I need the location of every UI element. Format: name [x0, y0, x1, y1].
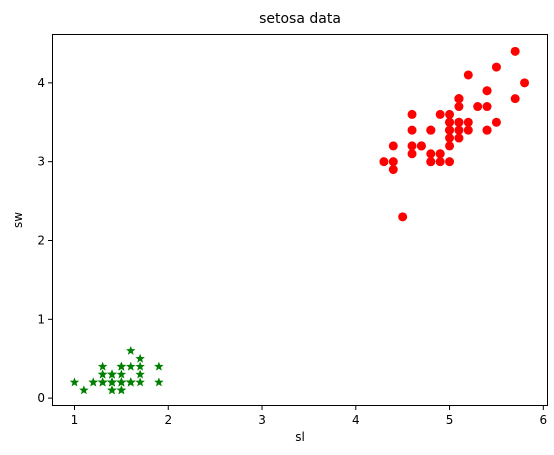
- data-point-star: [97, 377, 108, 387]
- data-point-star: [154, 361, 164, 371]
- data-point-star: [116, 361, 127, 371]
- data-point-circle: [510, 46, 520, 56]
- data-point-circle: [510, 94, 520, 104]
- data-point-star: [79, 385, 89, 395]
- data-point-circle: [445, 157, 455, 167]
- data-point-circle: [388, 157, 398, 167]
- data-point-circle: [388, 141, 398, 151]
- data-point-circle: [463, 70, 473, 80]
- data-point-star: [69, 377, 80, 387]
- y-tick-label: 3: [37, 155, 45, 169]
- data-point-circle: [454, 133, 464, 143]
- data-point-circle: [454, 102, 464, 112]
- data-point-star: [135, 361, 145, 371]
- data-point-circle: [520, 78, 530, 88]
- data-point-circle: [473, 102, 483, 112]
- data-point-circle: [435, 149, 445, 159]
- data-point-star: [116, 369, 127, 379]
- series-0: [379, 46, 530, 222]
- data-point-star: [126, 345, 136, 355]
- x-tick-label: 3: [258, 413, 266, 427]
- data-point-circle: [407, 141, 417, 151]
- plot-frame: [52, 34, 548, 406]
- data-point-star: [107, 385, 117, 395]
- data-point-circle: [482, 102, 492, 112]
- y-tick-label: 2: [37, 233, 45, 247]
- data-point-circle: [463, 117, 473, 127]
- data-point-circle: [445, 141, 455, 151]
- data-point-circle: [463, 125, 473, 135]
- data-point-star: [88, 377, 99, 387]
- data-point-circle: [454, 125, 464, 135]
- data-point-star: [135, 369, 145, 379]
- data-point-circle: [445, 125, 455, 135]
- data-point-star: [97, 361, 108, 371]
- chart-title: setosa data: [259, 11, 341, 27]
- data-point-circle: [426, 125, 436, 135]
- data-point-circle: [407, 125, 417, 135]
- data-point-star: [116, 377, 127, 387]
- data-point-circle: [379, 157, 389, 167]
- data-point-circle: [407, 149, 417, 159]
- data-point-star: [126, 361, 136, 371]
- data-point-circle: [491, 117, 501, 127]
- data-point-circle: [445, 133, 455, 143]
- data-point-circle: [445, 117, 455, 127]
- x-tick-label: 1: [71, 413, 79, 427]
- y-tick-label: 0: [37, 391, 45, 405]
- data-point-circle: [416, 141, 426, 151]
- series-1: [69, 345, 164, 395]
- x-axis-label: sl: [295, 430, 305, 444]
- data-point-star: [135, 377, 145, 387]
- data-point-circle: [454, 117, 464, 127]
- data-point-circle: [388, 165, 398, 175]
- y-tick-label: 1: [37, 312, 45, 326]
- x-tick-label: 2: [164, 413, 172, 427]
- data-point-circle: [491, 62, 501, 72]
- data-point-circle: [435, 109, 445, 119]
- data-point-circle: [435, 157, 445, 167]
- data-point-star: [116, 385, 127, 395]
- data-point-circle: [426, 157, 436, 167]
- data-point-star: [126, 377, 136, 387]
- x-tick-label: 5: [446, 413, 454, 427]
- data-point-circle: [445, 109, 455, 119]
- y-tick-label: 4: [37, 76, 45, 90]
- data-point-star: [154, 377, 164, 387]
- data-point-star: [107, 369, 117, 379]
- axis-ticks: 1 2 3 4 5 6 0 1 2 3 4: [37, 76, 547, 427]
- x-tick-label: 6: [539, 413, 547, 427]
- data-point-star: [107, 377, 117, 387]
- data-points: [69, 46, 530, 395]
- y-axis-label: sw: [11, 212, 25, 228]
- data-point-circle: [398, 212, 408, 222]
- plot-area: [52, 34, 548, 406]
- data-point-circle: [407, 109, 417, 119]
- x-tick-label: 4: [352, 413, 360, 427]
- data-point-circle: [454, 94, 464, 104]
- data-point-circle: [482, 86, 492, 96]
- data-point-circle: [426, 149, 436, 159]
- data-point-star: [135, 353, 145, 363]
- data-point-star: [97, 369, 108, 379]
- data-point-circle: [482, 125, 492, 135]
